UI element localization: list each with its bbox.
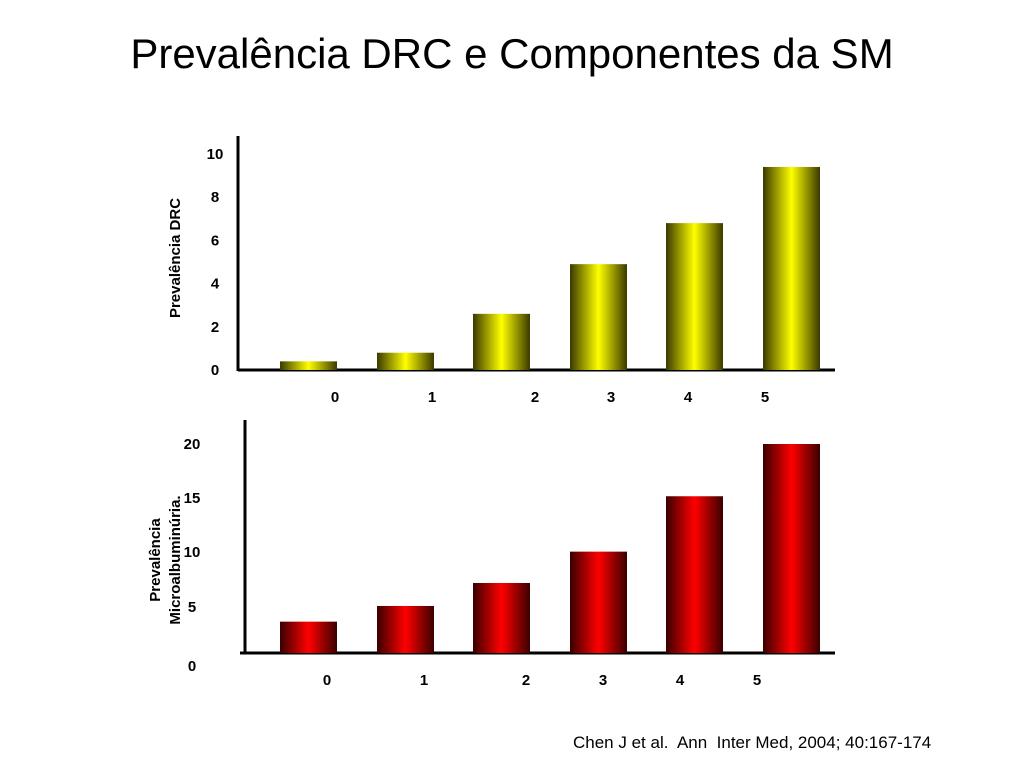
x-tick-label: 1 (428, 389, 436, 406)
y-tick-label: 4 (211, 276, 220, 293)
y-tick-label: 15 (184, 490, 201, 507)
bar-0 (280, 361, 337, 370)
x-tick-label: 4 (684, 389, 693, 406)
x-tick-label: 5 (753, 672, 761, 689)
chart-prevalencia-drc: 0 2 4 6 8 10 0 1 2 3 4 5 Prevalência DRC (167, 136, 835, 406)
x-tick-label: 0 (331, 389, 339, 406)
bar-3 (570, 264, 627, 370)
bar-2 (473, 582, 530, 653)
y-tick-label: 0 (211, 362, 219, 379)
x-tick-label: 5 (761, 389, 769, 406)
bar-1 (377, 352, 434, 370)
slide-title: Prevalência DRC e Componentes da SM (130, 30, 894, 77)
y-tick-label: 5 (188, 599, 196, 616)
bar-4 (666, 223, 723, 370)
citation: Chen J et al. Ann Inter Med, 2004; 40:16… (573, 733, 932, 752)
bar-5 (763, 166, 820, 370)
y-tick-label: 10 (207, 146, 224, 163)
x-tick-label: 3 (607, 389, 615, 406)
y-tick-label: 6 (211, 232, 219, 249)
bar-1 (377, 605, 434, 653)
y-tick-label: 10 (184, 544, 201, 561)
x-tick-label: 0 (323, 672, 331, 689)
bar-3 (570, 551, 627, 653)
y-tick-label: 20 (184, 436, 201, 453)
y-axis-label: Prevalência Microalbuminúria. (147, 495, 184, 624)
chart-prevalencia-microalbuminuria: 0 5 10 15 20 0 1 2 3 4 5 Prevalência Microalbuminú… (147, 420, 835, 689)
x-tick-label: 3 (599, 672, 607, 689)
x-tick-label: 2 (531, 389, 539, 406)
bar-0 (280, 621, 337, 653)
bar-2 (473, 313, 530, 370)
x-tick-label: 4 (676, 672, 685, 689)
y-axis-label: Prevalência DRC (167, 198, 184, 318)
y-tick-label: 2 (211, 319, 219, 336)
bar-4 (666, 496, 723, 653)
bar-5 (763, 444, 820, 653)
y-tick-label: 0 (188, 658, 196, 675)
y-tick-label: 8 (211, 189, 219, 206)
x-tick-label: 1 (420, 672, 428, 689)
x-tick-label: 2 (522, 672, 530, 689)
